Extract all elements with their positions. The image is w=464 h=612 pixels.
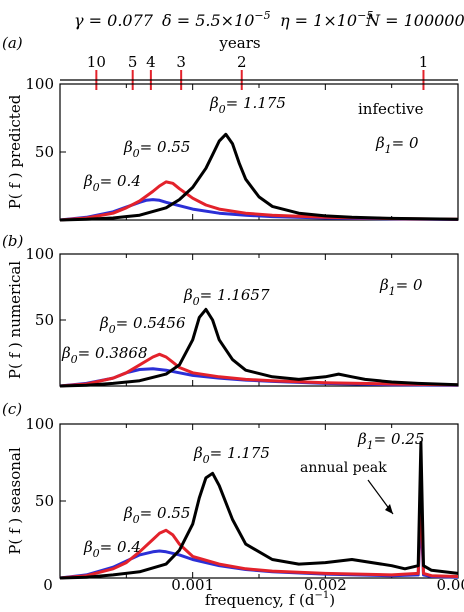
years-axis-label: years xyxy=(218,34,260,52)
beta0-label-b-red: β0= 0.5456 xyxy=(99,314,186,336)
years-tick-label: 1 xyxy=(419,53,429,71)
years-tick-label: 4 xyxy=(146,53,156,71)
x-tick-label: 0 xyxy=(43,576,53,594)
panel-c: 100 50 P( f ) seasonal xyxy=(6,415,459,580)
beta0-label-b-blue: β0= 0.3868 xyxy=(61,344,148,366)
years-tick-label: 3 xyxy=(176,53,186,71)
series-line-red xyxy=(59,487,459,580)
y-tick-label: 50 xyxy=(35,492,54,510)
y-tick-label: 50 xyxy=(35,311,54,329)
panel-label-c: (c) xyxy=(2,400,22,418)
delta-param: δ = 5.5×10−5 xyxy=(162,9,271,30)
panel-label-a: (a) xyxy=(2,34,23,52)
parameter-header: γ = 0.077 δ = 5.5×10−5 η = 1×10−5 N = 10… xyxy=(74,9,464,30)
y-tick-label: 100 xyxy=(25,415,54,433)
x-tick-label: 0.001 xyxy=(171,576,214,594)
x-tick-label: 0.003 xyxy=(437,576,464,594)
panel-label-b: (b) xyxy=(2,232,23,250)
y-axis-label: P( f ) seasonal xyxy=(6,447,24,555)
y-axis-label: P( f ) numerical xyxy=(6,261,24,379)
panel-a: 100 50 P( f ) predicted xyxy=(6,75,459,222)
beta1-label-a: β1= 0 xyxy=(375,134,419,156)
series-line-black xyxy=(59,307,459,388)
y-axis-label: P( f ) predicted xyxy=(6,94,24,209)
beta0-label-a-red: β0= 0.55 xyxy=(123,138,190,160)
annual-peak-arrowhead xyxy=(385,504,393,514)
beta0-label-b-black: β0= 1.1657 xyxy=(183,286,270,308)
beta1-label-c: β1= 0.25 xyxy=(357,430,424,452)
series-line-red xyxy=(59,180,459,222)
panel-b: 100 50 P( f ) numerical xyxy=(6,245,459,388)
x-axis: 0 0.001 0.002 0.003 xyxy=(43,576,464,594)
infective-label: infective xyxy=(358,100,424,118)
years-tick-label: 5 xyxy=(128,53,138,71)
years-axis: 10 5 4 3 2 1 xyxy=(60,53,458,90)
eta-param: η = 1×10−5 xyxy=(280,9,373,30)
beta0-label-c-blue: β0= 0.4 xyxy=(83,538,141,560)
x-tick-label: 0.002 xyxy=(304,576,347,594)
x-axis-label: frequency, f (d−1) xyxy=(205,590,335,609)
years-tick-label: 2 xyxy=(237,53,247,71)
series-line-red xyxy=(59,352,459,388)
y-tick-label: 50 xyxy=(35,143,54,161)
beta0-label-a-blue: β0= 0.4 xyxy=(83,172,141,194)
beta1-label-b: β1= 0 xyxy=(379,276,423,298)
population-param: N = 100000 xyxy=(365,11,464,30)
beta0-label-c-red: β0= 0.55 xyxy=(123,504,190,526)
gamma-param: γ = 0.077 xyxy=(74,11,154,30)
series-line-black xyxy=(59,132,459,222)
series-line-black xyxy=(59,441,459,580)
beta0-label-c-black: β0= 1.175 xyxy=(193,444,270,466)
y-tick-label: 100 xyxy=(25,75,54,93)
years-tick-label: 10 xyxy=(87,53,106,71)
beta0-label-a-black: β0= 1.175 xyxy=(209,94,286,116)
annual-peak-label: annual peak xyxy=(300,460,387,476)
y-tick-label: 100 xyxy=(25,245,54,263)
